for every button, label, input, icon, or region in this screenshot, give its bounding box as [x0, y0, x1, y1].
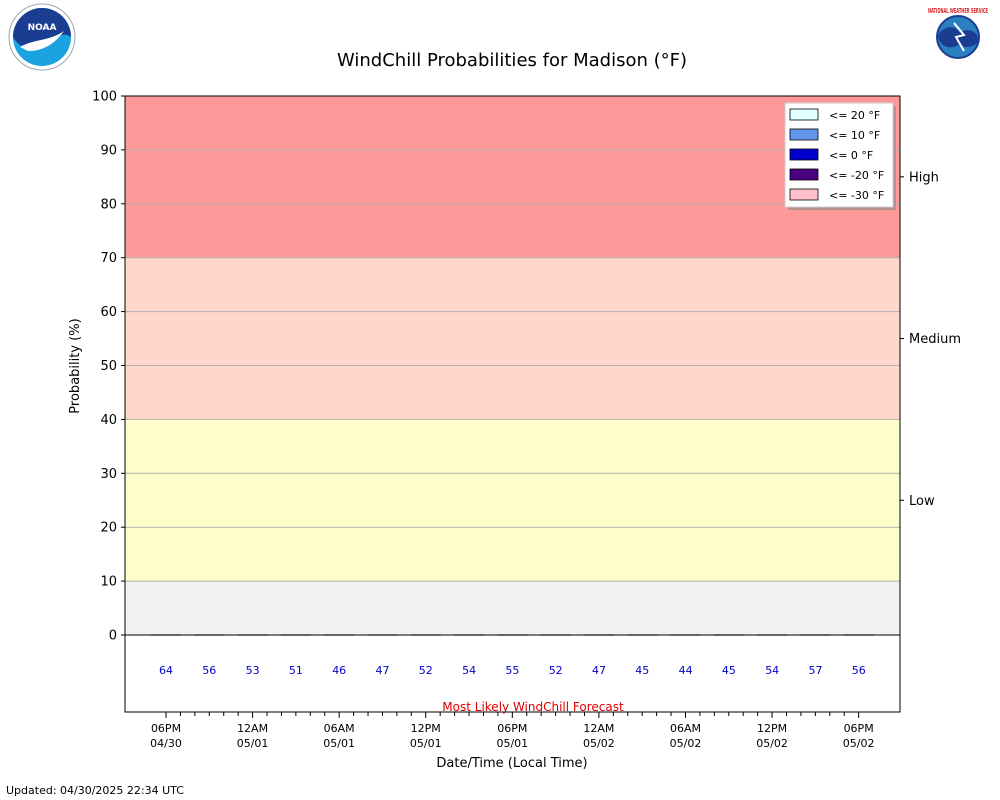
x-tick-date: 05/02 — [843, 737, 875, 750]
most-likely-value: 45 — [635, 664, 649, 677]
x-tick-time: 12AM — [237, 722, 268, 735]
most-likely-value: 56 — [852, 664, 866, 677]
noaa-logo: NOAA — [8, 3, 76, 71]
most-likely-strip: 64 56 53 51 46 47 52 54 55 52 47 45 44 45 54 57 56 — [159, 664, 866, 677]
x-tick-time: 06PM — [497, 722, 527, 735]
x-tick-time: 12PM — [411, 722, 441, 735]
x-tick-time: 12PM — [757, 722, 787, 735]
y-tick-label: 80 — [100, 197, 117, 212]
x-tick-date: 05/01 — [496, 737, 528, 750]
nws-logo: NATIONAL WEATHER SERVICE — [927, 6, 989, 68]
most-likely-value: 56 — [202, 664, 216, 677]
x-tick-date: 05/02 — [756, 737, 788, 750]
x-tick-time: 06PM — [844, 722, 874, 735]
x-tick-date: 05/01 — [237, 737, 269, 750]
band-low — [125, 419, 900, 582]
legend-label: <= -30 °F — [829, 189, 884, 202]
most-likely-value: 47 — [376, 664, 390, 677]
x-axis-label: Date/Time (Local Time) — [436, 756, 587, 771]
y-tick-label: 20 — [100, 521, 117, 536]
most-likely-value: 53 — [246, 664, 260, 677]
y-tick-label: 40 — [100, 413, 117, 428]
most-likely-value: 57 — [809, 664, 823, 677]
legend-label: <= 10 °F — [829, 129, 880, 142]
y-axis-label: Probability (%) — [68, 318, 83, 413]
legend-label: <= -20 °F — [829, 169, 884, 182]
noaa-logo-text: NOAA — [28, 23, 57, 33]
y-tick-label: 90 — [100, 143, 117, 158]
y-tick-label: 50 — [100, 359, 117, 374]
x-tick-time: 06AM — [670, 722, 701, 735]
x-tick-time: 06PM — [151, 722, 181, 735]
band-high — [125, 96, 900, 258]
grid-lines — [125, 149, 900, 582]
x-tick-date: 05/01 — [410, 737, 442, 750]
most-likely-value: 54 — [765, 664, 779, 677]
x-tick-date: 05/02 — [670, 737, 702, 750]
chart-title: WindChill Probabilities for Madison (°F) — [337, 50, 687, 71]
most-likely-value: 46 — [332, 664, 346, 677]
y-tick-label: 100 — [92, 90, 117, 105]
y-tick-label: 60 — [100, 305, 117, 320]
y-tick-label: 10 — [100, 575, 117, 590]
legend-label: <= 20 °F — [829, 109, 880, 122]
legend-label: <= 0 °F — [829, 149, 873, 162]
x-axis: 06PM 04/30 12AM 05/01 06AM 05/01 12PM 05/01 06PM… — [150, 712, 874, 750]
most-likely-value: 54 — [462, 664, 476, 677]
most-likely-value: 64 — [159, 664, 173, 677]
nws-logo-text: NATIONAL WEATHER SERVICE — [928, 7, 988, 15]
most-likely-value: 52 — [419, 664, 433, 677]
legend-swatch — [789, 168, 819, 181]
x-tick-time: 06AM — [324, 722, 355, 735]
x-tick-date: 05/02 — [583, 737, 615, 750]
band-medium — [125, 257, 900, 420]
probability-bands — [125, 96, 900, 635]
legend-swatch — [789, 108, 819, 121]
legend-swatch — [789, 188, 819, 201]
y-tick-label: 0 — [109, 629, 117, 644]
chart-legend: <= 20 °F <= 10 °F <= 0 °F <= -20 °F <= -30 °… — [784, 102, 896, 210]
most-likely-value: 51 — [289, 664, 303, 677]
most-likely-value: 44 — [679, 664, 693, 677]
most-likely-value: 55 — [505, 664, 519, 677]
most-likely-value: 52 — [549, 664, 563, 677]
y-tick-label: 70 — [100, 251, 117, 266]
band-label: Medium — [909, 332, 961, 347]
x-tick-date: 05/01 — [323, 737, 355, 750]
band-base — [125, 581, 900, 635]
legend-swatch — [789, 128, 819, 141]
most-likely-value: 45 — [722, 664, 736, 677]
most-likely-value: 47 — [592, 664, 606, 677]
band-label: Low — [909, 494, 935, 509]
x-tick-date: 04/30 — [150, 737, 182, 750]
most-likely-label: Most Likely WindChill Forecast — [442, 700, 624, 714]
band-labels: High Medium Low — [900, 170, 961, 509]
y-tick-label: 30 — [100, 467, 117, 482]
legend-swatch — [789, 148, 819, 161]
x-tick-time: 12AM — [583, 722, 614, 735]
updated-timestamp: Updated: 04/30/2025 22:34 UTC — [6, 784, 184, 797]
y-axis: 0 10 20 30 40 50 60 70 80 90 100 — [92, 90, 125, 644]
band-label: High — [909, 170, 939, 185]
